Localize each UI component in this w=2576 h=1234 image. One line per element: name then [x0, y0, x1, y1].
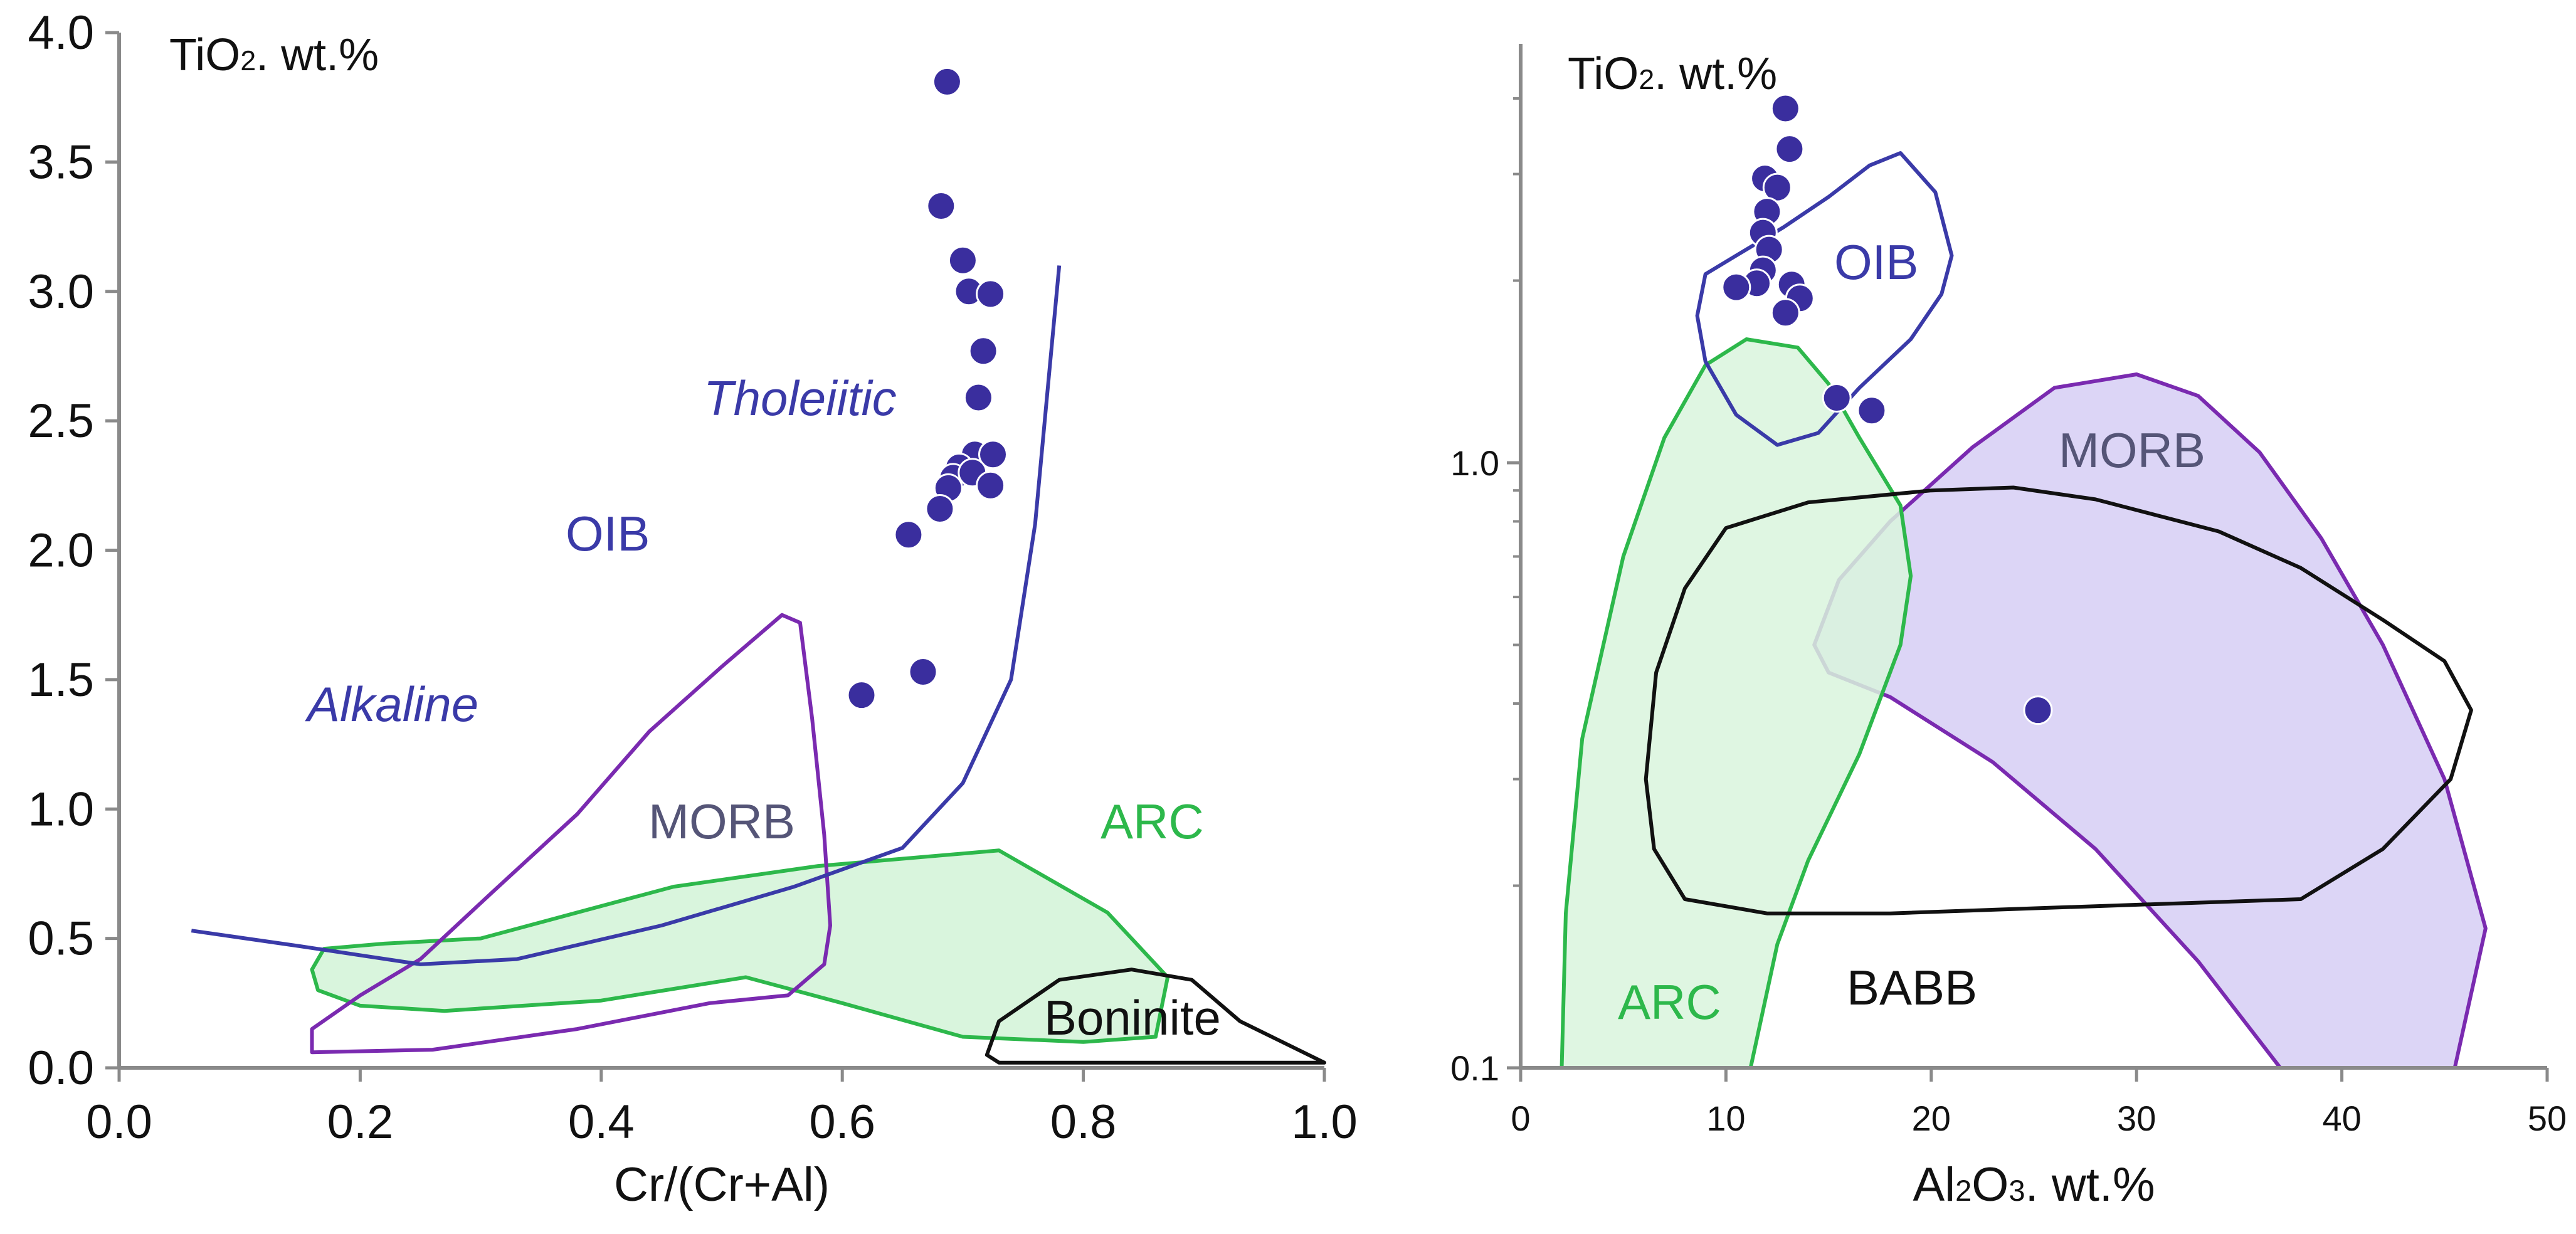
region-oib: [1695, 151, 1954, 447]
x-tick-label: 50: [2528, 1099, 2567, 1138]
region-morb: [1812, 372, 2488, 1070]
y-tick-label: 0.1: [1450, 1048, 1499, 1088]
x-tick-label: 0.2: [327, 1095, 394, 1149]
annotation-oib: OIB: [1834, 235, 1918, 290]
annotation-morb: MORB: [2059, 423, 2205, 478]
annotation-babb: BABB: [1847, 960, 1977, 1015]
y-tick-label: 4.0: [28, 6, 94, 60]
annotation-boninite: Boninite: [1044, 990, 1221, 1045]
x-tick-label: 30: [2117, 1099, 2156, 1138]
region-arc: [310, 848, 1170, 1044]
data-point: [925, 494, 955, 524]
data-point: [894, 520, 924, 550]
y-tick-label: 0.5: [28, 912, 94, 966]
y-tick-label: 2.5: [28, 394, 94, 448]
alkaline-tholeiitic-boundary-curve: [191, 265, 1062, 966]
annotation-tholeiitic: Tholeiitic: [704, 371, 897, 426]
region-babb: [1644, 485, 2473, 915]
left-panel: 0.0 0.5 1.0 1.5 2.0 2.5 3.0 3.5 4.0 0.0 0.2 0.4 0.6 0…: [28, 6, 1357, 1211]
annotation-oib: OIB: [566, 506, 650, 561]
data-point: [963, 382, 993, 413]
y-tick-label: 1.5: [28, 653, 94, 707]
region-arc: [1560, 337, 1913, 1070]
x-tick-label: 0: [1511, 1099, 1530, 1138]
data-point: [2023, 695, 2053, 725]
annotation-arc: ARC: [1101, 794, 1204, 849]
data-point: [1770, 93, 1800, 124]
data-point: [1822, 383, 1852, 413]
x-tick-label: 0.4: [568, 1095, 635, 1149]
data-point: [978, 440, 1008, 470]
y-tick-label: 2.0: [28, 524, 94, 577]
x-axis-title: Cr/(Cr+Al): [614, 1158, 830, 1211]
x-tick-label: 0.6: [809, 1095, 875, 1149]
y-tick-label: 3.0: [28, 265, 94, 319]
data-point: [932, 66, 962, 97]
x-tick-label: 0.8: [1050, 1095, 1117, 1149]
data-point: [968, 336, 998, 366]
data-point: [976, 470, 1006, 500]
x-tick-label: 20: [1912, 1099, 1951, 1138]
x-tick-label: 1.0: [1291, 1095, 1358, 1149]
right-panel: 0.1 1.0 0 10 20 30 40 50 Al2O3. wt.% TiO2. wt.% OI…: [1450, 44, 2567, 1211]
x-axis-title: Al2O3. wt.%: [1913, 1158, 2155, 1211]
annotation-morb: MORB: [648, 794, 795, 849]
data-point: [908, 657, 938, 687]
annotation-arc: ARC: [1618, 974, 1721, 1030]
data-point: [948, 245, 978, 275]
y-tick-label: 0.0: [28, 1042, 94, 1095]
y-tick-label: 1.0: [28, 783, 94, 836]
data-point: [976, 279, 1006, 309]
y-tick-label: 3.5: [28, 135, 94, 189]
data-point: [926, 191, 956, 221]
data-point: [1770, 298, 1800, 328]
data-point: [1857, 396, 1887, 426]
region-boninite: [984, 968, 1326, 1065]
data-point: [1775, 134, 1805, 164]
annotation-tio2-wt: TiO2. wt.%: [1568, 49, 1777, 99]
annotation-tio2-wt: TiO2. wt.%: [169, 30, 379, 80]
y-tick-label: 1.0: [1450, 443, 1499, 483]
x-tick-label: 10: [1706, 1099, 1745, 1138]
x-tick-label: 40: [2322, 1099, 2361, 1138]
annotation-alkaline: Alkaline: [305, 677, 478, 732]
x-tick-label: 0.0: [86, 1095, 152, 1149]
region-morb: [310, 613, 832, 1055]
data-point: [847, 680, 877, 710]
data-point: [1721, 272, 1751, 302]
